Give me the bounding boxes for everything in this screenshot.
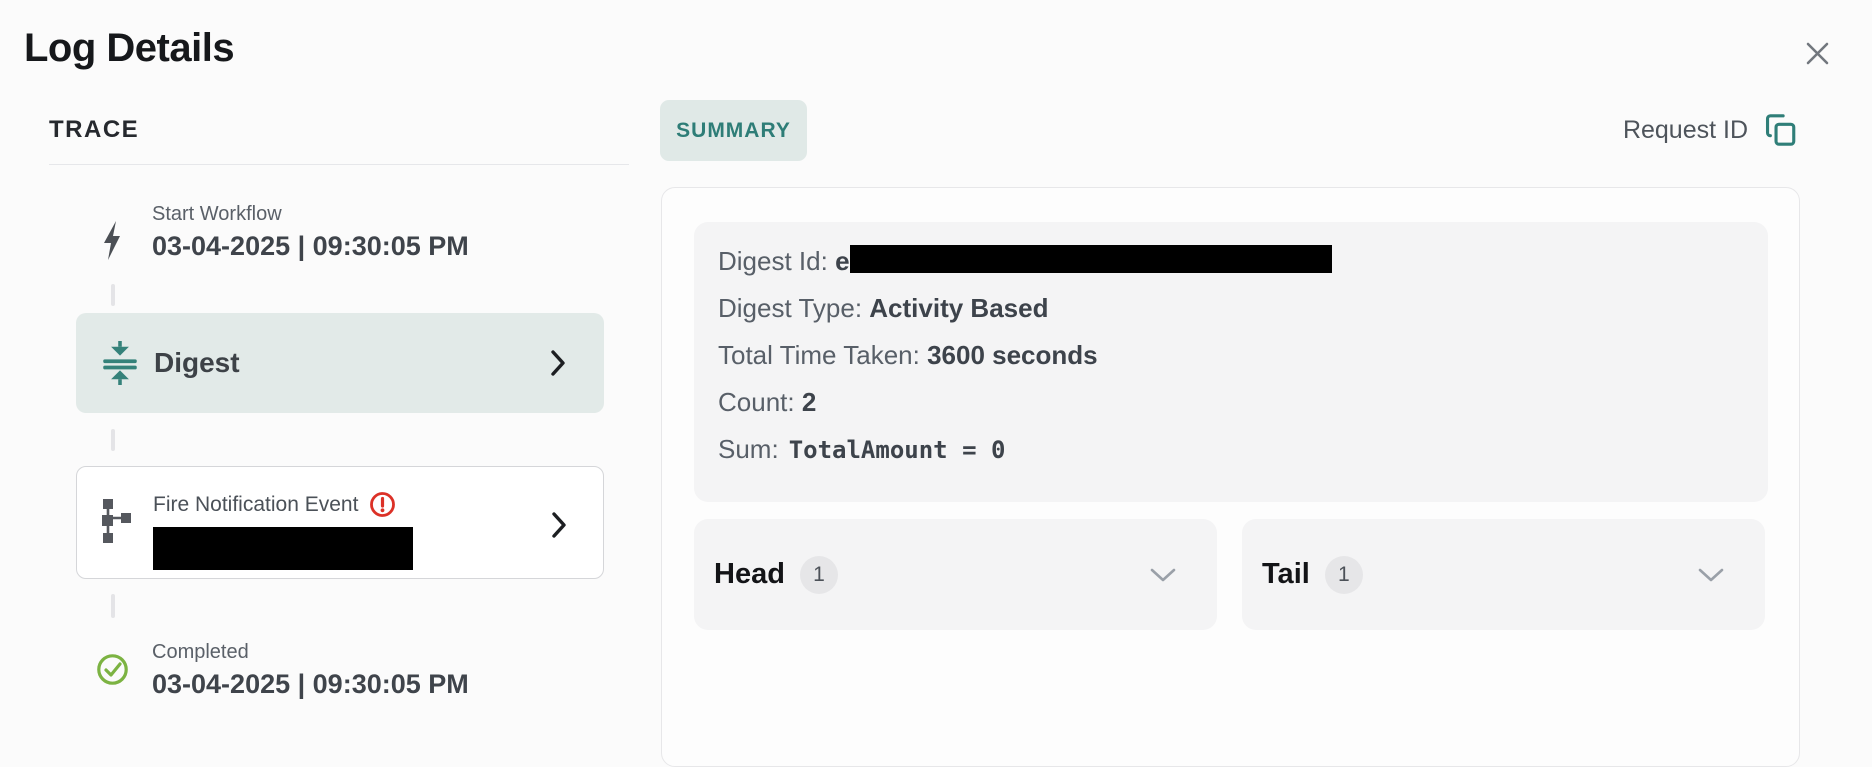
trace-connector bbox=[111, 429, 115, 451]
sum-expression-value: TotalAmount = 0 bbox=[788, 436, 1006, 464]
digest-summary-box: Digest Id: e Digest Type: Activity Based… bbox=[694, 222, 1768, 502]
tail-section-label: Tail bbox=[1262, 558, 1310, 590]
page-title: Log Details bbox=[24, 26, 235, 70]
tab-summary[interactable]: SUMMARY bbox=[660, 100, 807, 161]
digest-compress-icon bbox=[101, 341, 139, 385]
head-count-badge: 1 bbox=[799, 555, 838, 594]
request-id-label: Request ID bbox=[1622, 115, 1748, 144]
error-alert-icon bbox=[370, 492, 396, 517]
trace-section-label: TRACE bbox=[49, 116, 140, 143]
lightning-icon bbox=[101, 220, 125, 267]
digest-id-label: Digest Id: bbox=[718, 246, 828, 276]
step-start-label: Start Workflow bbox=[152, 203, 282, 225]
step-fire-label: Fire Notification Event bbox=[153, 492, 359, 516]
sum-label: Sum: bbox=[718, 434, 779, 464]
digest-type-value: Activity Based bbox=[869, 293, 1049, 323]
digest-id-row: Digest Id: e bbox=[718, 238, 1744, 285]
check-circle-icon bbox=[96, 653, 129, 691]
chevron-down-icon bbox=[1697, 567, 1725, 583]
copy-icon bbox=[1765, 114, 1796, 146]
trace-step-digest[interactable]: Digest bbox=[76, 313, 604, 413]
trace-connector bbox=[111, 284, 115, 306]
total-time-row: Total Time Taken: 3600 seconds bbox=[718, 332, 1744, 379]
digest-type-label: Digest Type: bbox=[718, 293, 863, 323]
sum-row: Sum: TotalAmount = 0 bbox=[718, 426, 1744, 474]
redacted-digest-id-bar bbox=[849, 245, 1332, 273]
trace-divider bbox=[49, 164, 629, 165]
trace-connector bbox=[111, 594, 115, 618]
step-digest-label: Digest bbox=[154, 347, 240, 378]
step-completed-label: Completed bbox=[152, 641, 249, 663]
count-value: 2 bbox=[801, 387, 817, 417]
chevron-down-icon bbox=[1149, 567, 1177, 583]
head-section-label: Head bbox=[714, 558, 785, 590]
step-completed-timestamp: 03-04-2025 | 09:30:05 PM bbox=[152, 669, 469, 699]
digest-type-row: Digest Type: Activity Based bbox=[718, 285, 1744, 332]
count-row: Count: 2 bbox=[718, 379, 1744, 426]
trace-step-fire-notification-event[interactable]: Fire Notification Event bbox=[76, 466, 604, 579]
count-label: Count: bbox=[718, 387, 795, 417]
log-details-modal: { "header": { "title": "Log Details" }, … bbox=[24, 26, 1834, 767]
total-time-label: Total Time Taken: bbox=[718, 340, 920, 370]
chevron-right-icon bbox=[550, 349, 566, 377]
workflow-nodes-icon bbox=[100, 498, 131, 549]
digest-id-value: e bbox=[835, 246, 850, 276]
chevron-right-icon bbox=[551, 511, 567, 539]
step-start-timestamp: 03-04-2025 | 09:30:05 PM bbox=[152, 231, 469, 261]
total-time-value: 3600 seconds bbox=[927, 340, 1098, 370]
section-head-toggle[interactable]: Head 1 bbox=[694, 519, 1217, 630]
copy-request-id-button[interactable] bbox=[1764, 111, 1798, 149]
redacted-value-bar bbox=[153, 527, 413, 570]
close-button[interactable] bbox=[1800, 36, 1834, 70]
section-tail-toggle[interactable]: Tail 1 bbox=[1242, 519, 1765, 630]
tail-count-badge: 1 bbox=[1324, 555, 1363, 594]
close-icon bbox=[1806, 42, 1828, 64]
